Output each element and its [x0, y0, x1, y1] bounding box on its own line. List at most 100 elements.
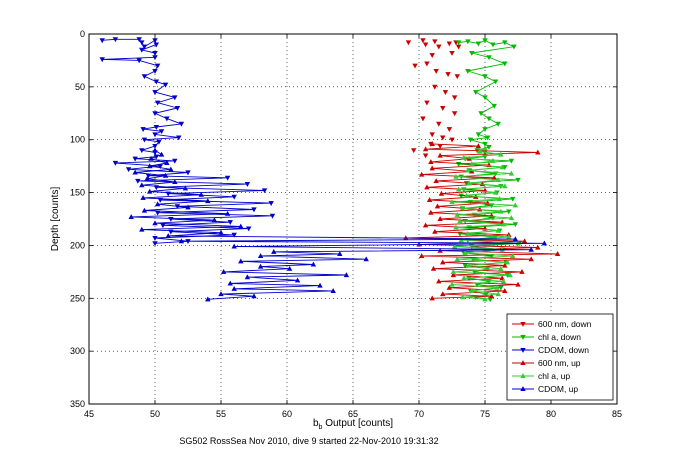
data-point [429, 165, 435, 171]
data-point [337, 251, 343, 256]
data-point [482, 74, 488, 80]
data-point [152, 220, 158, 226]
data-point [454, 256, 460, 262]
data-point [504, 259, 511, 265]
data-point [428, 159, 434, 164]
data-point [512, 222, 519, 228]
data-point [496, 196, 503, 201]
data-point [310, 261, 317, 267]
data-point [152, 235, 158, 241]
data-point [506, 209, 512, 215]
data-point [494, 284, 500, 290]
data-point [182, 185, 189, 191]
data-point [440, 259, 446, 265]
data-point [99, 57, 105, 63]
data-point [473, 90, 479, 95]
data-point [495, 177, 501, 182]
data-point [218, 229, 224, 235]
data-point [140, 195, 146, 200]
data-point [185, 170, 191, 176]
data-point [515, 177, 521, 183]
data-point [178, 121, 185, 127]
data-point [453, 224, 459, 230]
data-point [500, 221, 507, 227]
data-point [490, 158, 496, 163]
footer-caption: SG502 RossSea Nov 2010, dive 9 started 2… [179, 436, 438, 446]
data-point [429, 141, 435, 147]
data-point [422, 42, 429, 48]
data-point [154, 201, 161, 207]
data-point [535, 149, 541, 155]
data-point [498, 151, 504, 157]
x-tick-label: 60 [282, 409, 292, 419]
series-3 [99, 37, 276, 247]
data-point [205, 296, 211, 302]
data-point [139, 226, 145, 232]
data-point [436, 278, 442, 284]
data-point [484, 135, 491, 141]
data-point [451, 95, 458, 101]
data-point [168, 166, 174, 172]
data-point [420, 38, 426, 44]
data-point [438, 190, 445, 196]
data-point [511, 44, 517, 50]
data-point [418, 171, 425, 177]
data-point [132, 169, 138, 175]
data-point [432, 84, 438, 90]
data-point [450, 272, 457, 278]
data-point [147, 163, 153, 169]
data-point [412, 63, 418, 69]
data-point [469, 50, 475, 56]
data-point [152, 132, 158, 138]
data-point [459, 294, 466, 300]
data-point [154, 63, 161, 69]
data-point [535, 244, 541, 250]
x-tick-label: 45 [84, 409, 94, 419]
series-6 [128, 147, 548, 302]
data-point [454, 74, 460, 80]
data-point [405, 40, 412, 46]
data-point [502, 40, 508, 46]
data-point [508, 215, 515, 221]
data-point [112, 37, 119, 43]
data-point [158, 129, 165, 135]
data-point [152, 55, 158, 61]
axis-ticks: 45 50 55 60 65 70 75 80 85 0 50 100 150 200 250 300 350 [70, 29, 622, 419]
data-point [442, 90, 449, 95]
data-point [495, 121, 501, 127]
data-point [502, 288, 508, 293]
data-point [246, 226, 252, 232]
data-point [466, 262, 472, 268]
data-point [459, 205, 466, 211]
data-point [486, 145, 492, 150]
data-point [330, 288, 336, 293]
data-point [486, 55, 492, 61]
data-point [445, 72, 451, 77]
data-point [436, 121, 442, 127]
data-point [541, 240, 548, 246]
data-point [224, 210, 231, 216]
legend-label: chl a, down [538, 332, 581, 342]
data-point [450, 269, 457, 274]
data-point [477, 148, 483, 154]
data-point [508, 158, 515, 164]
x-tick-label: 75 [480, 409, 490, 419]
data-point [251, 293, 257, 299]
data-point [492, 189, 499, 195]
data-point [490, 42, 496, 48]
data-point [495, 291, 501, 297]
data-point [449, 50, 455, 56]
data-point [434, 203, 441, 209]
data-point [498, 285, 504, 291]
x-tick-label: 85 [612, 409, 622, 419]
data-point [422, 146, 429, 152]
data-point [211, 217, 218, 223]
y-tick-label: 200 [70, 240, 85, 250]
data-point [165, 233, 171, 238]
data-point [449, 199, 455, 205]
data-point [482, 296, 488, 302]
data-point [139, 40, 145, 46]
y-tick-label: 100 [70, 135, 85, 145]
data-point [451, 111, 458, 117]
